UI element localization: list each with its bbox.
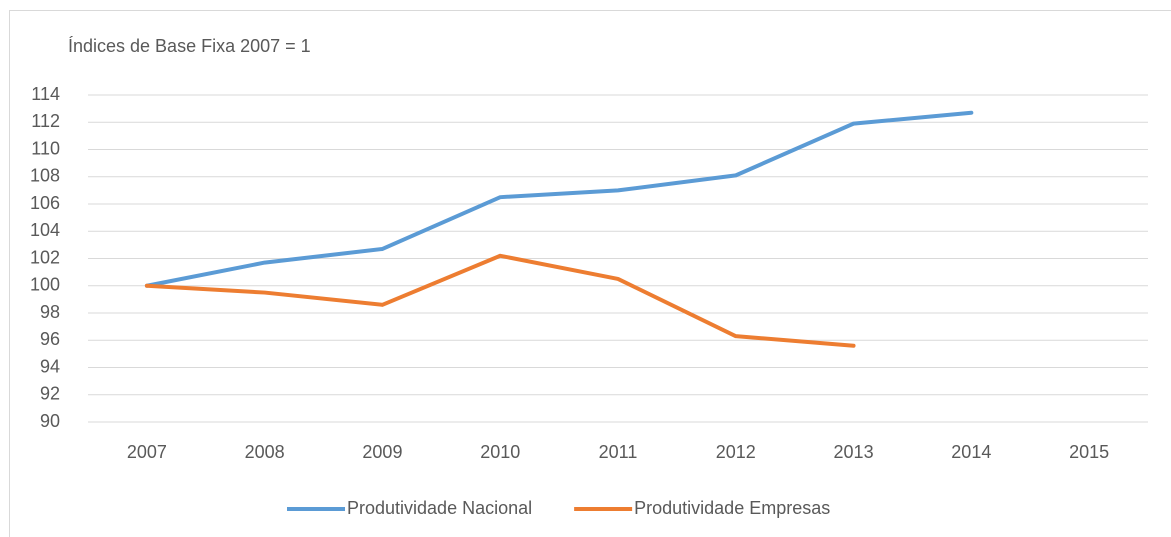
y-tick-label: 98 <box>40 302 60 322</box>
chart-title: Índices de Base Fixa 2007 = 1 <box>68 36 311 56</box>
y-tick-label: 100 <box>30 275 60 295</box>
legend-label: Produtividade Empresas <box>634 498 830 518</box>
x-tick-label: 2013 <box>834 442 874 462</box>
y-tick-label: 92 <box>40 384 60 404</box>
y-tick-label: 102 <box>30 247 60 267</box>
x-tick-label: 2007 <box>127 442 167 462</box>
x-tick-label: 2012 <box>716 442 756 462</box>
x-tick-label: 2015 <box>1069 442 1109 462</box>
series-line <box>144 110 974 288</box>
y-tick-label: 110 <box>31 138 60 158</box>
series-line <box>144 253 856 348</box>
y-tick-label: 104 <box>30 220 60 240</box>
x-tick-label: 2010 <box>480 442 520 462</box>
x-tick-label: 2011 <box>599 442 638 462</box>
x-tick-label: 2014 <box>951 442 991 462</box>
y-tick-label: 96 <box>40 329 60 349</box>
y-tick-label: 114 <box>31 84 60 104</box>
y-tick-label: 112 <box>31 111 60 131</box>
legend-label: Produtividade Nacional <box>347 498 532 518</box>
y-tick-label: 108 <box>30 166 60 186</box>
x-tick-label: 2009 <box>362 442 402 462</box>
y-tick-label: 106 <box>30 193 60 213</box>
x-tick-label: 2008 <box>245 442 285 462</box>
y-tick-label: 90 <box>40 411 60 431</box>
y-tick-label: 94 <box>40 356 60 376</box>
